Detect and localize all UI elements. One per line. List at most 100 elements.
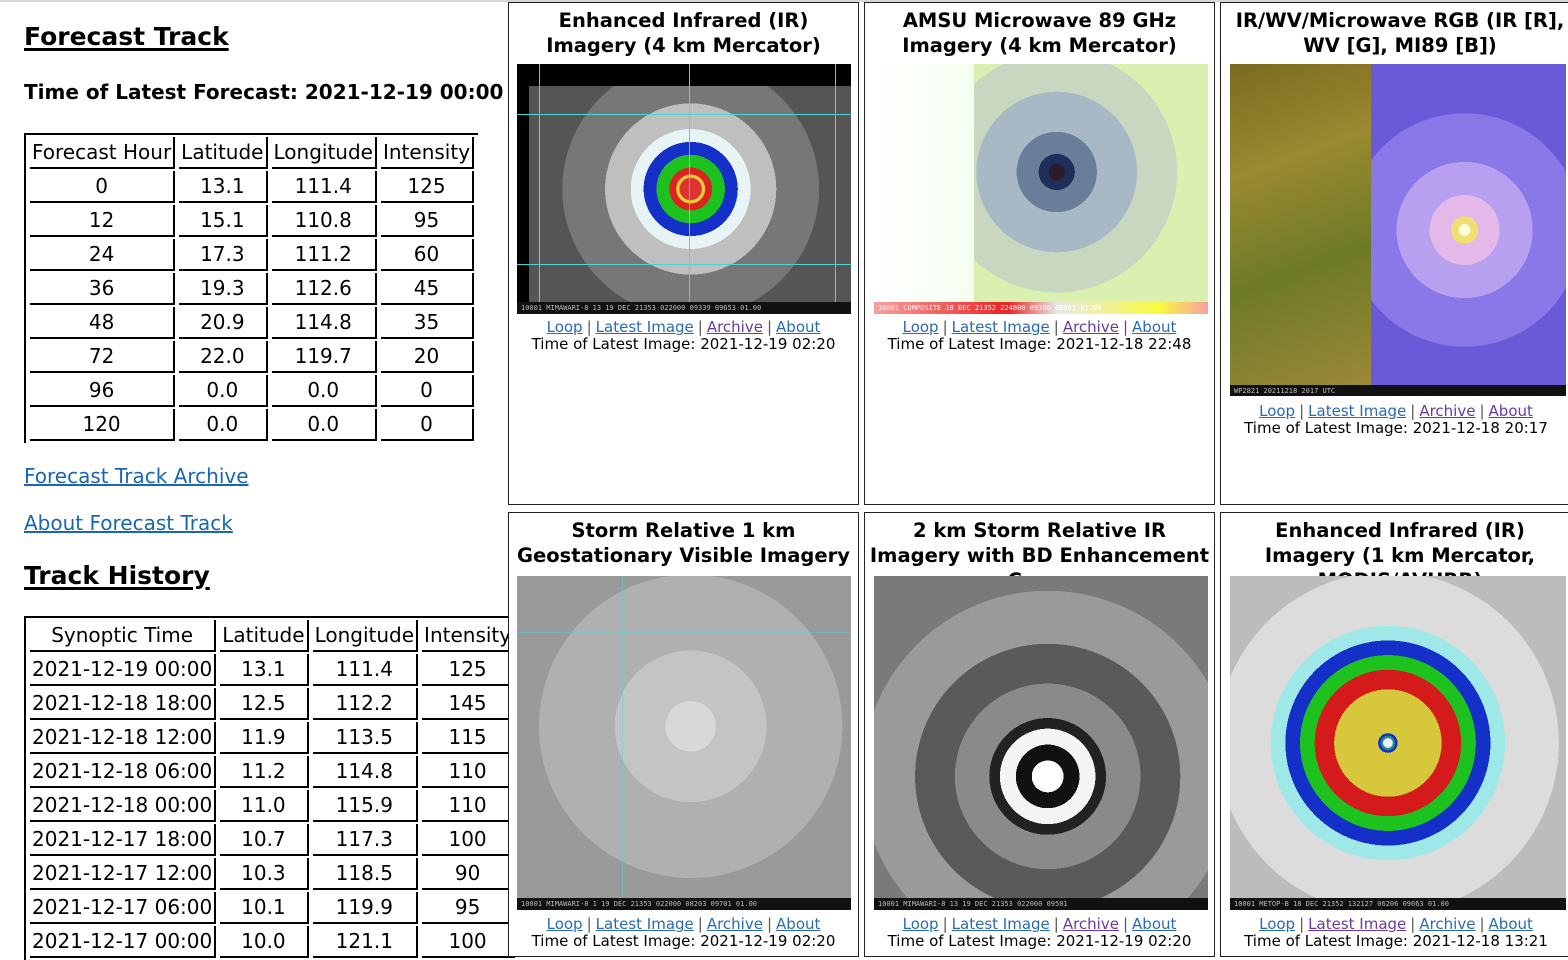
column-header: Latitude: [179, 137, 268, 169]
cell: 119.9: [312, 892, 419, 924]
cell: 0: [380, 409, 475, 441]
panel-title: Enhanced Infrared (IR) Imagery (4 km Mer…: [546, 9, 821, 57]
archive-link[interactable]: Archive: [1062, 318, 1119, 336]
table-row: 2021-12-18 00:00 11.0 115.9 110: [30, 790, 516, 822]
latest-image-time: Time of Latest Image: 2021-12-18 22:48: [887, 335, 1192, 353]
loop-link[interactable]: Loop: [902, 318, 939, 336]
latest-image-link[interactable]: Latest Image: [1308, 402, 1407, 420]
cell: 10.1: [220, 892, 309, 924]
separator: |: [1122, 915, 1129, 933]
image-caption-bar: WP2821 20211218 2017 UTC: [1230, 385, 1566, 396]
cell: 24: [30, 239, 176, 271]
loop-link[interactable]: Loop: [546, 915, 583, 933]
cell: 95: [422, 892, 516, 924]
cell: 145: [422, 688, 516, 720]
table-row: 2021-12-18 12:00 11.9 113.5 115: [30, 722, 516, 754]
forecast-track-archive-link[interactable]: Forecast Track Archive: [24, 464, 249, 488]
cell: 111.4: [312, 654, 419, 686]
table-row: 120 0.0 0.0 0: [30, 409, 475, 441]
cell: 95: [380, 205, 475, 237]
cell: 96: [30, 375, 176, 407]
cell: 19.3: [179, 273, 268, 305]
forecast-track-heading: Forecast Track: [24, 22, 229, 51]
loop-link[interactable]: Loop: [546, 318, 583, 336]
satellite-image-ir[interactable]: 10001 MIMAWARI-8 13 19 DEC 21353 022000 …: [517, 64, 851, 314]
cell: 11.2: [220, 756, 309, 788]
table-row: 2021-12-17 00:00 10.0 121.1 100: [30, 926, 516, 958]
loop-link[interactable]: Loop: [1259, 402, 1296, 420]
latest-image-link[interactable]: Latest Image: [595, 318, 694, 336]
cell: 115: [422, 722, 516, 754]
cell: 10.0: [220, 926, 309, 958]
satellite-image-visible[interactable]: 10001 MIMAWARI-8 1 19 DEC 21353 022000 0…: [517, 576, 851, 910]
forecast-track-table: Forecast Hour Latitude Longitude Intensi…: [24, 133, 479, 443]
cell: 117.3: [312, 824, 419, 856]
latest-image-link[interactable]: Latest Image: [951, 318, 1050, 336]
cell: 2021-12-18 06:00: [30, 756, 217, 788]
about-link[interactable]: About: [1488, 402, 1533, 420]
about-link[interactable]: About: [1132, 915, 1177, 933]
satellite-image-bd-curve[interactable]: 10001 MIMAWARI-8 13 19 DEC 21353 022000 …: [874, 576, 1208, 910]
cell: 15.1: [179, 205, 268, 237]
cell: 0.0: [179, 409, 268, 441]
loop-link[interactable]: Loop: [902, 915, 939, 933]
separator: |: [1299, 402, 1305, 420]
image-links: Loop | Latest Image | Archive | About: [509, 916, 858, 933]
image-caption-bar: 10001 COMPOSITE 18 DEC 21352 224800 0939…: [874, 302, 1208, 314]
cell: 11.9: [220, 722, 309, 754]
satellite-image-ir-1km[interactable]: 10001 METOP-B 18 DEC 21352 132127 06206 …: [1230, 576, 1566, 910]
satellite-image-rgb[interactable]: WP2821 20211218 2017 UTC: [1230, 64, 1566, 396]
separator: |: [697, 915, 703, 933]
archive-link[interactable]: Archive: [1419, 915, 1476, 933]
loop-link[interactable]: Loop: [1259, 915, 1296, 933]
separator: |: [586, 318, 592, 336]
cell: 0.0: [179, 375, 268, 407]
archive-link[interactable]: Archive: [1419, 402, 1476, 420]
table-row: 36 19.3 112.6 45: [30, 273, 475, 305]
image-links: Loop | Latest Image | Archive | About: [509, 319, 858, 336]
track-history-heading: Track History: [24, 561, 210, 590]
table-row: 2021-12-17 12:00 10.3 118.5 90: [30, 858, 516, 890]
cell: 45: [380, 273, 475, 305]
panel-bd-enhancement: 2 km Storm Relative IR Imagery with BD E…: [864, 512, 1215, 957]
column-header: Longitude: [271, 137, 377, 169]
cell: 110.8: [271, 205, 377, 237]
cell: 125: [380, 171, 475, 203]
cell: 36: [30, 273, 176, 305]
cell: 10.7: [220, 824, 309, 856]
latest-image-time: Time of Latest Image: 2021-12-19 02:20: [531, 335, 836, 353]
cell: 12: [30, 205, 176, 237]
latest-image-link[interactable]: Latest Image: [595, 915, 694, 933]
archive-link[interactable]: Archive: [706, 915, 763, 933]
image-links: Loop | Latest Image | Archive | About: [865, 916, 1214, 933]
cell: 2021-12-17 06:00: [30, 892, 217, 924]
about-link[interactable]: About: [776, 915, 821, 933]
cell: 100: [422, 824, 516, 856]
cell: 2021-12-18 12:00: [30, 722, 217, 754]
table-row: 2021-12-18 06:00 11.2 114.8 110: [30, 756, 516, 788]
latest-image-link[interactable]: Latest Image: [951, 915, 1050, 933]
panel-title: IR/WV/Microwave RGB (IR [R], WV [G], MI8…: [1221, 8, 1568, 58]
latest-image-link[interactable]: Latest Image: [1308, 915, 1407, 933]
table-row: 24 17.3 111.2 60: [30, 239, 475, 271]
archive-link[interactable]: Archive: [706, 318, 763, 336]
table-row: 0 13.1 111.4 125: [30, 171, 475, 203]
image-caption-bar: 10001 MIMAWARI-8 13 19 DEC 21353 022000 …: [517, 302, 851, 314]
cell: 114.8: [312, 756, 419, 788]
latest-image-time: Time of Latest Image: 2021-12-18 20:17: [1244, 419, 1548, 437]
cell: 22.0: [179, 341, 268, 373]
cell: 2021-12-17 00:00: [30, 926, 217, 958]
separator: |: [766, 915, 773, 933]
cell: 114.8: [271, 307, 377, 339]
about-link[interactable]: About: [776, 318, 821, 336]
panel-amsu-microwave: AMSU Microwave 89 GHz Imagery (4 km Merc…: [864, 2, 1215, 505]
about-forecast-track-link[interactable]: About Forecast Track: [24, 511, 233, 535]
image-links: Loop | Latest Image | Archive | About: [1221, 403, 1568, 420]
separator: |: [697, 318, 703, 336]
about-link[interactable]: About: [1132, 318, 1177, 336]
about-link[interactable]: About: [1488, 915, 1533, 933]
archive-link[interactable]: Archive: [1062, 915, 1119, 933]
column-header: Intensity: [422, 620, 516, 652]
satellite-image-microwave[interactable]: 10001 COMPOSITE 18 DEC 21352 224800 0939…: [874, 64, 1208, 314]
separator: |: [586, 915, 592, 933]
